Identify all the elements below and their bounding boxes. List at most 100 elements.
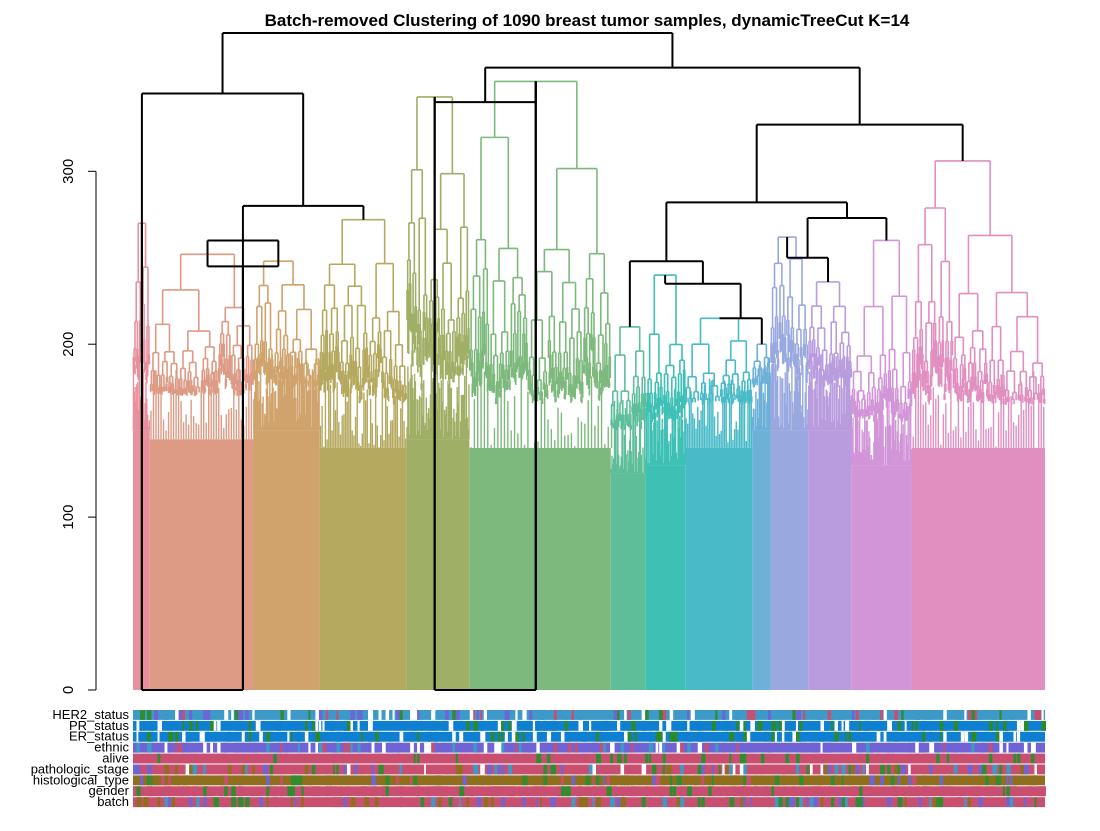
annotation-stripe <box>827 710 833 720</box>
cluster-band-11 <box>770 430 809 690</box>
annotation-stripe <box>655 742 659 753</box>
annotation-stripe <box>220 775 225 786</box>
annotation-stripe <box>508 720 512 731</box>
annotation-label-alive: alive <box>102 751 129 766</box>
annotation-stripe <box>318 742 323 753</box>
annotation-stripe <box>276 720 281 731</box>
annotation-label-gender: gender <box>89 783 130 798</box>
annotation-stripe <box>859 797 864 808</box>
annotation-stripe <box>887 742 890 753</box>
annotation-stripe <box>890 775 895 786</box>
annotation-stripe <box>669 710 675 720</box>
annotation-stripe <box>781 764 787 775</box>
annotation-stripe <box>743 775 746 786</box>
annotation-stripe <box>995 775 1002 786</box>
annotation-stripe <box>238 720 243 731</box>
annotation-stripe <box>911 720 914 731</box>
annotation-stripe <box>603 720 608 731</box>
annotation-stripe <box>1006 775 1009 786</box>
annotation-stripe <box>613 710 619 720</box>
annotation-stripe <box>876 753 880 764</box>
annotation-stripe <box>262 731 268 742</box>
annotation-stripe <box>269 775 273 786</box>
annotation-stripe <box>890 786 895 797</box>
annotation-stripe <box>220 753 226 764</box>
annotation-stripe <box>925 710 931 720</box>
annotation-stripe <box>227 786 230 797</box>
annotation-stripe <box>589 720 592 731</box>
annotation-stripe <box>739 720 745 731</box>
annotation-stripe <box>880 710 883 720</box>
annotation-stripe <box>375 742 379 753</box>
annotation-stripe <box>676 753 680 764</box>
annotation-stripe <box>852 786 856 797</box>
annotation-stripe <box>848 731 852 742</box>
annotation-stripe <box>336 710 339 720</box>
annotation-stripe <box>255 720 261 731</box>
annotation-stripe <box>631 786 637 797</box>
annotation-stripe <box>420 764 425 775</box>
annotation-stripe <box>824 764 829 775</box>
annotation-stripe <box>297 797 304 808</box>
annotation-stripe <box>774 775 780 786</box>
annotation-stripe <box>701 753 706 764</box>
annotation-stripe <box>487 753 491 764</box>
annotation-stripe <box>350 742 353 753</box>
annotation-stripe <box>729 731 734 742</box>
annotation-stripe <box>213 797 219 808</box>
annotation-stripe <box>143 764 147 775</box>
annotation-stripe <box>315 764 320 775</box>
annotation-stripe <box>143 775 146 786</box>
annotation-stripe <box>315 720 319 731</box>
annotation-stripe <box>133 742 138 753</box>
annotation-stripe <box>459 720 463 731</box>
annotation-stripe <box>417 775 421 786</box>
annotation-stripe <box>859 786 863 797</box>
annotation-stripe <box>508 786 512 797</box>
annotation-stripe <box>950 786 954 797</box>
annotation-stripe <box>438 786 443 797</box>
annotation-stripe <box>283 710 289 720</box>
annotation-stripe <box>452 731 456 742</box>
annotation-stripe <box>939 775 943 786</box>
annotation-stripe <box>199 710 202 720</box>
annotation-stripe <box>957 710 962 720</box>
annotation-stripe <box>974 764 977 775</box>
cluster-band-5 <box>406 439 470 690</box>
annotation-stripe <box>708 775 711 786</box>
annotation-stripe <box>157 720 163 731</box>
annotation-stripe <box>262 742 265 753</box>
annotation-stripe <box>859 720 861 731</box>
annotation-stripe <box>620 775 626 786</box>
annotation-stripe <box>546 731 552 742</box>
annotation-stripe <box>382 786 387 797</box>
annotation-stripe <box>182 720 184 731</box>
annotation-stripe <box>480 775 485 786</box>
annotation-stripe <box>648 753 652 764</box>
annotation-stripe <box>585 797 589 808</box>
annotation-stripe <box>532 775 538 786</box>
annotation-stripe <box>603 775 605 786</box>
annotation-stripe <box>375 731 380 742</box>
annotation-stripe <box>518 731 524 742</box>
annotation-stripe <box>715 742 719 753</box>
annotation-stripe <box>831 710 836 720</box>
annotation-stripe <box>150 720 155 731</box>
annotation-stripe <box>287 786 292 797</box>
annotation-stripe <box>897 764 901 775</box>
annotation-stripe <box>371 775 377 786</box>
annotation-stripe <box>641 764 647 775</box>
annotation-stripe <box>539 710 545 720</box>
annotation-stripe <box>887 764 892 775</box>
annotation-stripe <box>599 786 604 797</box>
annotation-stripe <box>873 710 877 720</box>
annotation-stripe <box>375 753 381 764</box>
annotation-stripe <box>325 786 329 797</box>
annotation-stripe <box>767 753 772 764</box>
annotation-stripe <box>992 764 998 775</box>
annotation-stripe <box>581 753 586 764</box>
annotation-stripe <box>880 775 885 786</box>
annotation-stripe <box>771 720 777 731</box>
annotation-stripe <box>357 742 361 753</box>
annotation-stripe <box>887 797 892 808</box>
